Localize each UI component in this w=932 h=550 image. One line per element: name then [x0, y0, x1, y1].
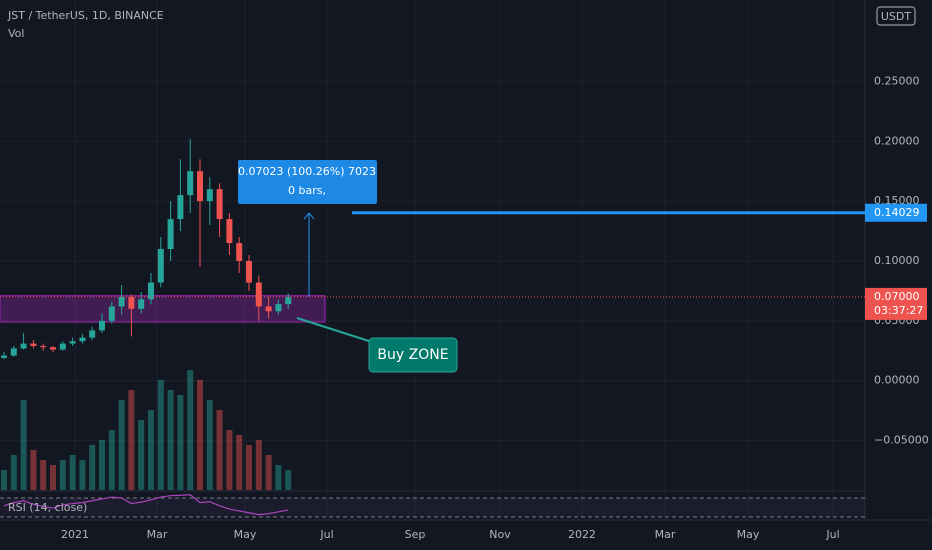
volume-bar	[50, 465, 56, 490]
target-price: 0.14029	[874, 206, 920, 219]
candle-body	[108, 306, 115, 321]
volume-bar	[10, 455, 17, 490]
x-tick-label: Jul	[825, 528, 839, 541]
candle-body	[157, 249, 164, 283]
candle-body	[265, 306, 272, 312]
volume-bar	[167, 390, 174, 490]
volume-bar	[187, 370, 194, 490]
candle-body	[177, 195, 184, 220]
volume-bar	[206, 400, 213, 490]
candle-body	[226, 219, 233, 244]
volume-bar	[177, 395, 184, 490]
volume-label: Vol	[8, 27, 24, 40]
y-tick-label: −0.05000	[874, 434, 929, 447]
measure-bars: 0 bars,	[288, 184, 326, 197]
candle-body	[59, 343, 66, 350]
volume-bar	[79, 460, 86, 490]
candle-body	[40, 345, 47, 348]
x-tick-label: Jul	[319, 528, 333, 541]
volume-bar	[275, 465, 282, 490]
x-tick-label: May	[234, 528, 257, 541]
candle-body	[138, 299, 145, 309]
currency-button[interactable]	[876, 6, 916, 26]
x-tick-label: 2022	[568, 528, 596, 541]
chart-title: JST / TetherUS, 1D, BINANCE	[7, 9, 164, 22]
volume-bar	[30, 450, 37, 490]
candle-body	[167, 219, 174, 250]
candle-body	[69, 341, 76, 344]
y-tick-label: 0.00000	[874, 374, 920, 387]
candle-body	[285, 296, 292, 305]
candle-body	[187, 171, 194, 196]
candle-body	[89, 330, 96, 338]
volume-bar	[157, 380, 164, 490]
x-tick-label: 2021	[61, 528, 89, 541]
currency[interactable]: USDT	[881, 10, 912, 23]
x-tick-label: Nov	[489, 528, 511, 541]
callout-box	[368, 337, 458, 373]
candle-body	[99, 320, 105, 331]
volume-bar	[89, 445, 96, 490]
y-tick-label: 0.25000	[874, 74, 920, 87]
buy-zone	[0, 295, 326, 323]
candle-body	[10, 348, 17, 356]
volume-bar	[69, 455, 76, 490]
volume-bar	[108, 430, 115, 490]
candle-body	[79, 337, 86, 342]
measure-tooltip	[238, 160, 377, 204]
x-tick-label: Sep	[405, 528, 426, 541]
y-tick-label: 0.10000	[874, 254, 920, 267]
volume-bar	[40, 460, 47, 490]
volume-bar	[20, 400, 27, 490]
volume-bar	[285, 470, 292, 490]
candle-body	[20, 343, 27, 349]
rsi-band	[0, 498, 865, 517]
volume-bar	[148, 410, 154, 490]
volume-bar	[138, 420, 145, 490]
candle-body	[50, 347, 56, 350]
x-tick-label: Mar	[147, 528, 168, 541]
volume-bar	[59, 460, 66, 490]
target-box	[865, 203, 927, 222]
candle-body	[206, 189, 213, 202]
x-tick-label: Mar	[655, 528, 676, 541]
candle-body	[118, 296, 125, 307]
countdown: 03:37:27	[874, 304, 923, 317]
rsi-label: RSI (14, close)	[8, 501, 87, 514]
candle-body	[148, 282, 154, 300]
volume-bar	[226, 430, 233, 490]
candle-body	[275, 304, 282, 312]
candle-body	[246, 260, 252, 283]
volume-bar	[265, 455, 272, 490]
candle-body	[216, 189, 223, 220]
candle-body	[236, 243, 243, 261]
x-tick-label: May	[737, 528, 760, 541]
last-price-box	[865, 287, 927, 320]
volume-bar	[197, 380, 203, 490]
candle-body	[255, 282, 262, 307]
volume-bar	[118, 400, 125, 490]
volume-bar	[99, 440, 105, 490]
arrow-head	[303, 212, 315, 220]
candle-body	[197, 171, 203, 202]
callout-text: Buy ZONE	[377, 347, 448, 363]
volume-bar	[255, 440, 262, 490]
volume-bar	[216, 410, 223, 490]
callout-line	[296, 317, 373, 343]
last-price: 0.07000	[874, 290, 920, 303]
candle-body	[128, 296, 135, 309]
volume-bar	[236, 435, 243, 490]
volume-bar	[128, 390, 135, 490]
volume-bar	[1, 470, 7, 490]
volume-bar	[246, 445, 252, 490]
measure-text: 0.07023 (100.26%) 7023	[238, 165, 376, 178]
candle-body	[1, 355, 7, 358]
candle-body	[30, 343, 37, 346]
y-tick-label: 0.20000	[874, 134, 920, 147]
rsi-line	[3, 494, 289, 516]
